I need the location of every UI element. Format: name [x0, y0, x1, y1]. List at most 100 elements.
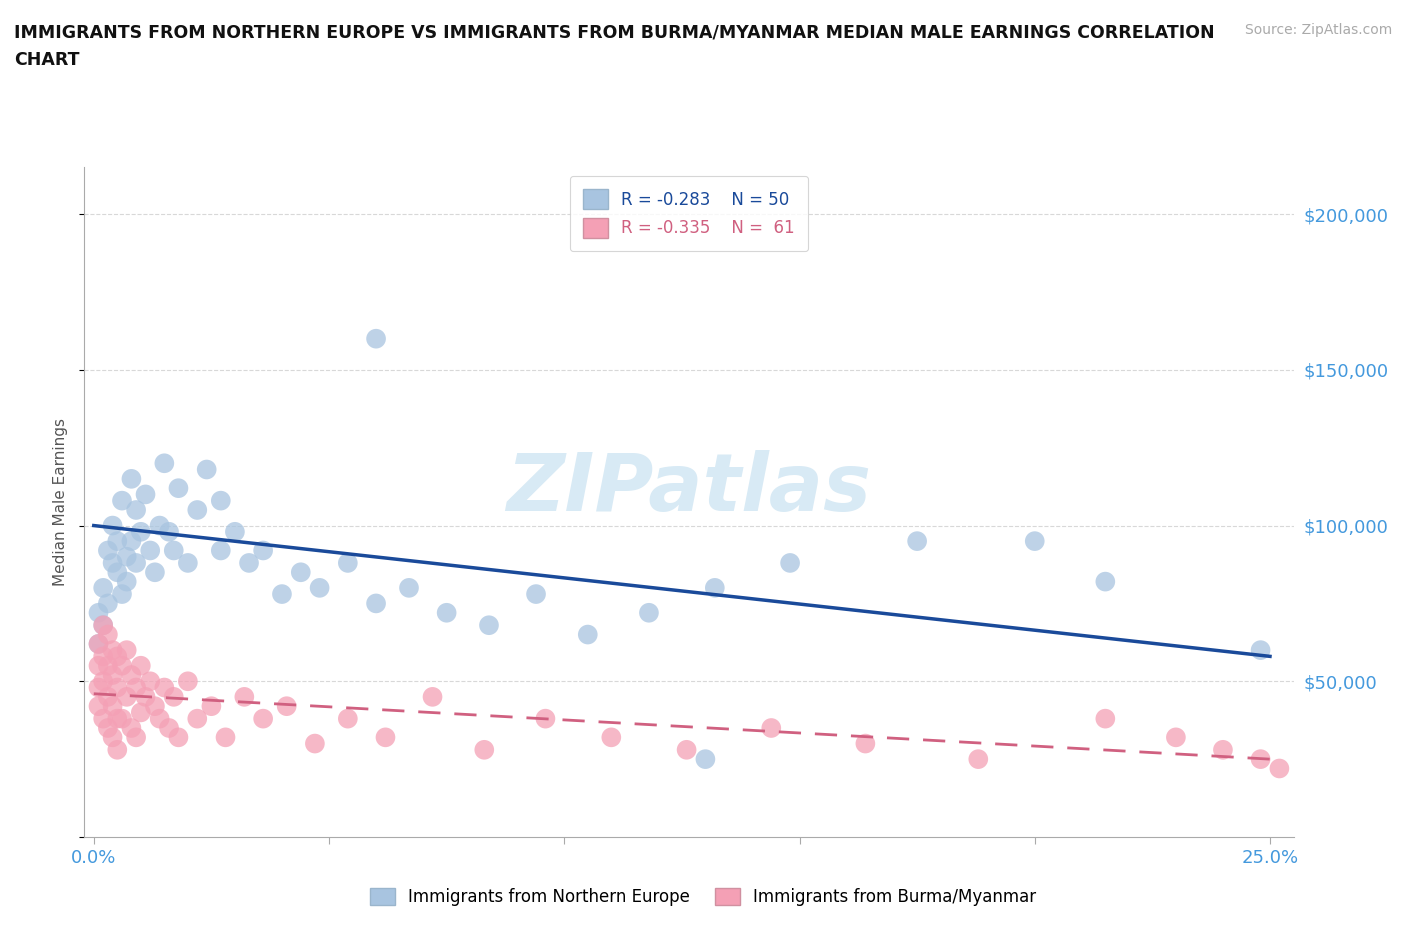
Point [97, 627, 120, 642]
Point [186, 502, 208, 517]
Point [200, 698, 222, 713]
Point [135, 487, 157, 502]
Point [125, 502, 148, 517]
Point [153, 456, 176, 471]
Point [177, 674, 200, 689]
Point [703, 580, 725, 595]
Point [91, 580, 114, 595]
Point [115, 550, 138, 565]
Point [1094, 711, 1116, 726]
Point [167, 481, 190, 496]
Point [1250, 751, 1272, 766]
Point [238, 555, 260, 570]
Point [139, 543, 162, 558]
Point [233, 689, 256, 704]
Point [186, 711, 208, 726]
Point [779, 555, 801, 570]
Point [695, 751, 717, 766]
Point [195, 462, 218, 477]
Point [209, 543, 232, 558]
Point [224, 525, 246, 539]
Point [87, 636, 110, 651]
Point [157, 721, 180, 736]
Point [675, 742, 697, 757]
Text: Source: ZipAtlas.com: Source: ZipAtlas.com [1244, 23, 1392, 37]
Point [143, 698, 166, 713]
Point [87, 680, 110, 695]
Point [135, 689, 157, 704]
Point [129, 658, 152, 673]
Point [209, 493, 232, 508]
Point [105, 711, 128, 726]
Point [125, 680, 148, 695]
Point [115, 689, 138, 704]
Point [87, 636, 110, 651]
Point [157, 525, 180, 539]
Point [214, 730, 236, 745]
Point [252, 711, 274, 726]
Point [576, 627, 599, 642]
Point [97, 721, 120, 736]
Point [97, 543, 120, 558]
Point [120, 534, 142, 549]
Point [143, 565, 166, 579]
Point [304, 737, 326, 751]
Point [472, 742, 495, 757]
Point [149, 711, 172, 726]
Point [120, 668, 142, 683]
Point [111, 493, 134, 508]
Point [600, 730, 623, 745]
Text: IMMIGRANTS FROM NORTHERN EUROPE VS IMMIGRANTS FROM BURMA/MYANMAR MEDIAN MALE EAR: IMMIGRANTS FROM NORTHERN EUROPE VS IMMIG… [14, 23, 1215, 41]
Point [163, 689, 186, 704]
Point [105, 565, 128, 579]
Point [149, 518, 172, 533]
Point [967, 751, 990, 766]
Point [115, 574, 138, 589]
Point [87, 658, 110, 673]
Point [163, 543, 186, 558]
Point [1024, 534, 1046, 549]
Point [1268, 761, 1291, 776]
Text: CHART: CHART [14, 51, 80, 69]
Point [111, 587, 134, 602]
Point [638, 605, 661, 620]
Point [101, 730, 124, 745]
Point [336, 711, 359, 726]
Point [101, 643, 124, 658]
Point [91, 649, 114, 664]
Point [524, 587, 547, 602]
Point [105, 742, 128, 757]
Point [167, 730, 190, 745]
Point [436, 605, 458, 620]
Legend: R = -0.283    N = 50, R = -0.335    N =  61: R = -0.283 N = 50, R = -0.335 N = 61 [569, 176, 808, 251]
Point [111, 658, 134, 673]
Point [101, 698, 124, 713]
Point [853, 737, 876, 751]
Text: ZIPatlas: ZIPatlas [506, 450, 872, 528]
Point [336, 555, 359, 570]
Point [129, 705, 152, 720]
Point [105, 680, 128, 695]
Point [905, 534, 928, 549]
Point [125, 555, 148, 570]
Point [111, 711, 134, 726]
Point [120, 721, 142, 736]
Point [97, 689, 120, 704]
Point [91, 618, 114, 632]
Point [1094, 574, 1116, 589]
Point [252, 543, 274, 558]
Point [129, 525, 152, 539]
Point [101, 668, 124, 683]
Point [91, 618, 114, 632]
Point [1212, 742, 1234, 757]
Point [308, 580, 330, 595]
Point [87, 698, 110, 713]
Point [271, 587, 294, 602]
Point [1164, 730, 1187, 745]
Point [1250, 643, 1272, 658]
Point [276, 698, 298, 713]
Point [153, 680, 176, 695]
Point [139, 674, 162, 689]
Point [120, 472, 142, 486]
Point [125, 730, 148, 745]
